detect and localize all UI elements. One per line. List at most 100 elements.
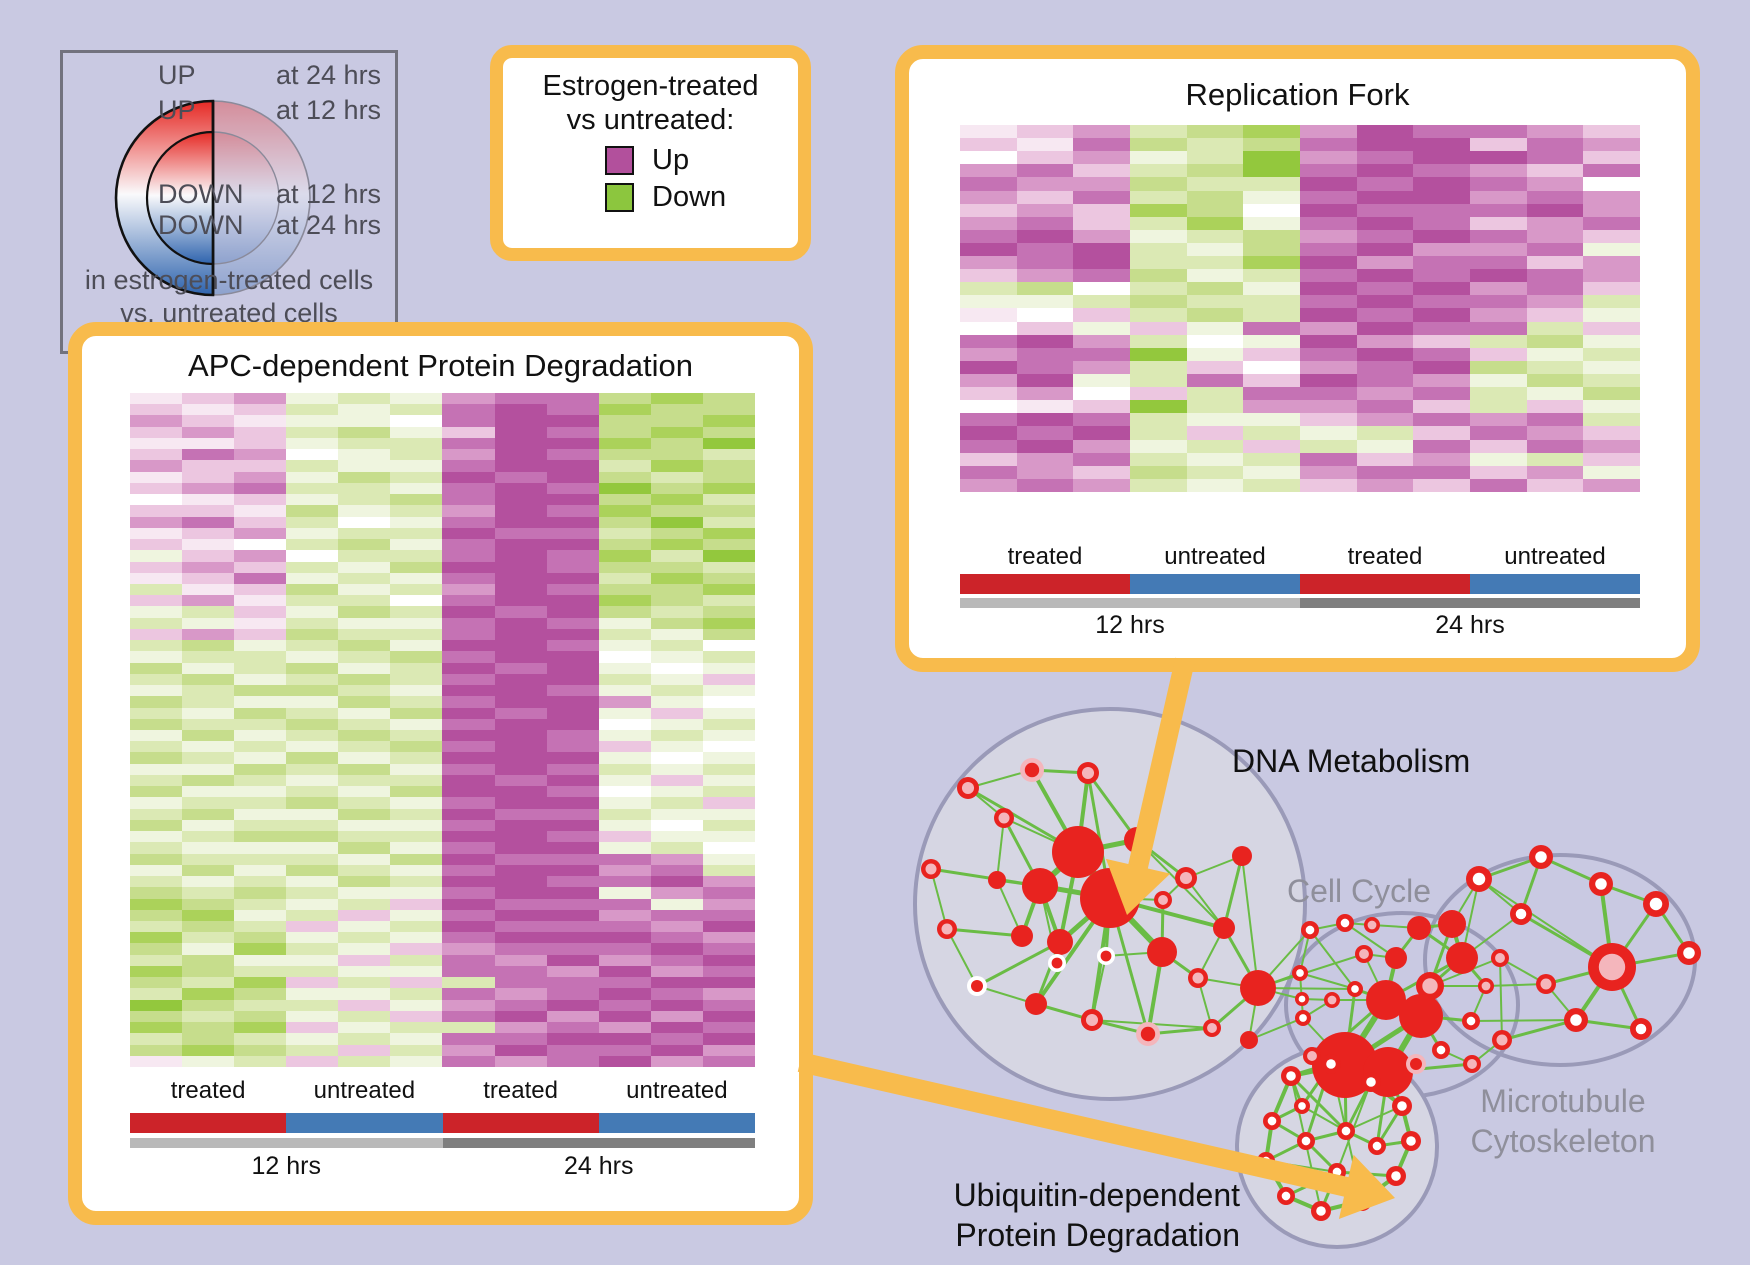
heatmap-cell — [338, 797, 391, 809]
heatmap-cell — [494, 1022, 547, 1034]
heatmap-cell — [650, 393, 703, 405]
heatmap-cell — [390, 808, 443, 820]
heatmap-cell — [598, 572, 651, 584]
heatmap-cell — [1413, 216, 1470, 230]
heatmap-cell — [182, 763, 235, 775]
heatmap-cell — [494, 572, 547, 584]
heatmap-cell — [1016, 347, 1074, 361]
heatmap-cell — [442, 1033, 495, 1045]
heatmap-cell — [234, 965, 287, 978]
condition-label: treated — [1347, 543, 1423, 570]
heatmap-cell — [338, 707, 391, 719]
heatmap-cell — [1130, 138, 1187, 152]
heatmap-cell — [1470, 295, 1527, 309]
heatmap-cell — [390, 730, 443, 742]
heatmap-cell — [1130, 334, 1187, 348]
heatmap-cell — [650, 808, 703, 820]
heatmap-cell — [130, 516, 183, 528]
heatmap-cell — [546, 617, 599, 629]
heatmap-cell — [234, 685, 287, 697]
heatmap-cell — [1526, 374, 1584, 388]
heatmap-cell — [182, 864, 235, 877]
heatmap-cell — [702, 673, 755, 686]
heatmap-cell — [390, 1044, 443, 1056]
heatmap-cell — [286, 786, 339, 798]
fold-caption-line1: in estrogen-treated cells — [84, 265, 374, 295]
treated-bar — [1300, 574, 1470, 594]
heatmap-cell — [598, 887, 651, 899]
heatmap-cell — [182, 628, 235, 641]
heatmap-cell — [1413, 347, 1470, 361]
heatmap-cell — [702, 1022, 755, 1034]
heatmap-cell — [702, 842, 755, 854]
fold-inner-left-half — [145, 130, 215, 266]
heatmap-cell — [390, 774, 443, 787]
heatmap-cell — [234, 561, 287, 573]
heatmap-cell — [1186, 387, 1244, 401]
heatmap-cell — [650, 954, 703, 966]
heatmap-cell — [1130, 177, 1187, 191]
heatmap-cell — [960, 229, 1017, 243]
heatmap-cell — [1583, 478, 1640, 492]
heatmap-cell — [650, 640, 703, 652]
time-label: 12 hrs — [1095, 611, 1165, 639]
condition-label: untreated — [626, 1077, 728, 1104]
heatmap-cell — [390, 505, 443, 517]
heatmap-cell — [1130, 256, 1187, 270]
heatmap-cell — [1526, 190, 1584, 204]
heatmap-cell — [130, 707, 183, 719]
heatmap-cell — [442, 539, 495, 551]
heatmap-cell — [286, 1033, 339, 1045]
heatmap-cell — [1356, 138, 1414, 152]
heatmap-cell — [650, 864, 703, 877]
heatmap-cell — [286, 696, 339, 708]
heatmap-cell — [182, 404, 235, 416]
heatmap-cell — [650, 842, 703, 854]
heatmap-cell — [234, 651, 287, 663]
heatmap-cell — [442, 595, 495, 607]
network-node — [1047, 929, 1073, 955]
heatmap-cell — [1356, 439, 1414, 453]
heatmap-cell — [130, 595, 183, 607]
heatmap-cell — [234, 1010, 287, 1023]
heatmap-cell — [546, 932, 599, 944]
network-node — [1399, 994, 1443, 1038]
heatmap-cell — [1300, 426, 1357, 440]
heatmap-cell — [442, 415, 495, 427]
network-node-core — [1436, 1045, 1446, 1055]
heatmap-cell — [130, 730, 183, 742]
heatmap-cell — [598, 595, 651, 607]
treated-bar — [130, 1113, 287, 1133]
heatmap-cell — [494, 561, 547, 573]
heatmap-cell — [130, 887, 183, 899]
heatmap-cell — [338, 718, 391, 730]
heatmap-cell — [286, 460, 339, 472]
heatmap-cell — [598, 988, 651, 1000]
heatmap-cell — [1016, 426, 1074, 440]
heatmap-cell — [960, 203, 1017, 217]
heatmap-cell — [286, 943, 339, 955]
heatmap-cell — [546, 449, 599, 461]
network-node-core — [1332, 1167, 1342, 1177]
heatmap-cell — [338, 999, 391, 1011]
heatmap-cell — [442, 449, 495, 461]
heatmap-cell — [182, 437, 235, 450]
heatmap-cell — [650, 965, 703, 978]
heatmap-cell — [1300, 177, 1357, 191]
heatmap-cell — [1130, 125, 1187, 139]
heatmap-cell — [546, 550, 599, 562]
network-node-core — [1496, 1034, 1508, 1046]
heatmap-cell — [286, 415, 339, 427]
network-node-core — [1467, 1059, 1477, 1069]
heatmap-cell — [1016, 256, 1074, 270]
heatmap-cell — [960, 360, 1017, 375]
apc-panel-title: APC-dependent Protein Degradation — [188, 348, 693, 383]
heatmap-cell — [130, 797, 183, 809]
network-node-core — [1024, 762, 1040, 778]
network-node-core — [941, 923, 953, 935]
heatmap-cell — [390, 393, 443, 405]
heatmap-cell — [1073, 308, 1130, 322]
heatmap-cell — [1526, 347, 1584, 361]
heatmap-cell — [598, 842, 651, 854]
heatmap-cell — [546, 640, 599, 652]
